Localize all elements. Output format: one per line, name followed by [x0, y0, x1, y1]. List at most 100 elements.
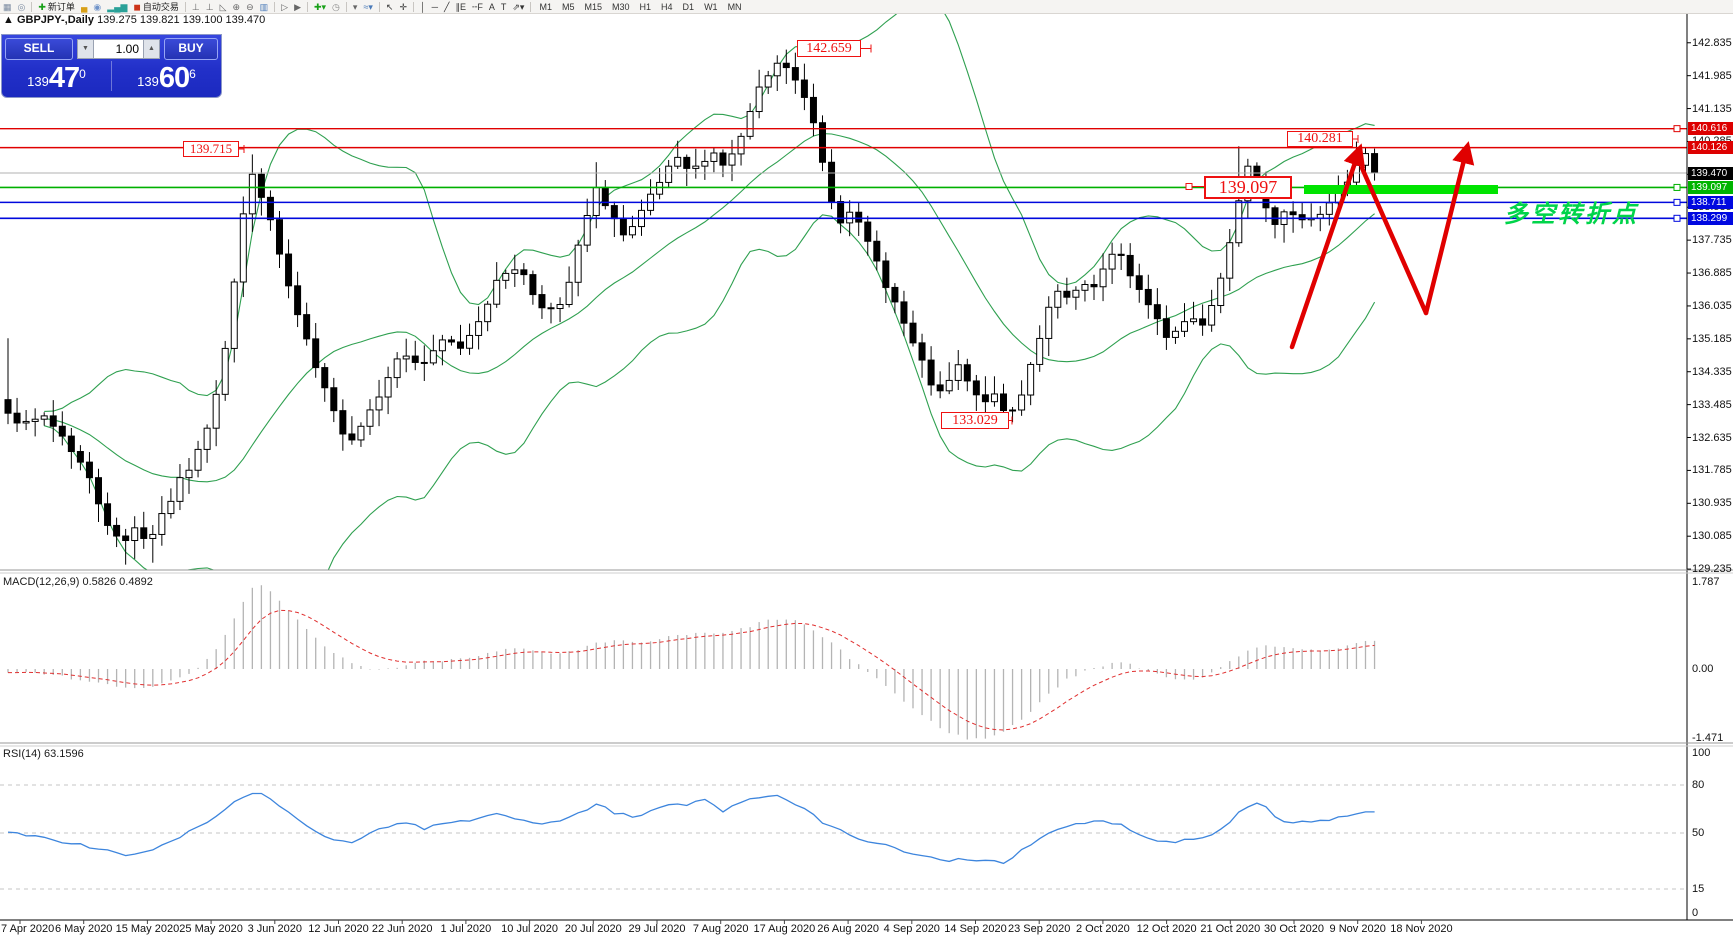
rsi-line — [7, 792, 1375, 865]
red-zigzag-arrow-2[interactable] — [1423, 141, 1475, 316]
volume-decrease-button[interactable]: ▼ — [77, 38, 94, 59]
sell-price[interactable]: 139 47 0 — [2, 59, 111, 93]
step-back-icon-glyph: ▷ — [281, 1, 289, 12]
new-order-glyph: ✚ — [38, 1, 46, 12]
indicators-list-icon[interactable]: ≈▾ — [360, 1, 375, 13]
step-back-icon[interactable]: ▷ — [278, 1, 291, 13]
timeframe-h1[interactable]: H1 — [639, 1, 652, 12]
buy-price[interactable]: 139 60 6 — [112, 59, 221, 93]
templates-menu[interactable]: ▾ — [350, 1, 361, 13]
label-glyph: T — [500, 1, 507, 12]
timeframe-m5[interactable]: M5 — [561, 1, 575, 12]
chart-window-icon[interactable]: ▦ — [0, 1, 15, 13]
date-label: 12 Jun 2020 — [308, 923, 369, 935]
text-tool[interactable]: A — [486, 1, 498, 13]
tile-windows-icon-glyph: ▥ — [259, 1, 269, 12]
zoom-in-icon[interactable]: ⊕ — [230, 1, 244, 13]
green-highlight-bar[interactable] — [1304, 185, 1498, 194]
channel-tool[interactable]: ∥E — [452, 1, 469, 13]
label-tool[interactable]: T — [498, 1, 510, 13]
step-forward-icon[interactable]: ▶ — [291, 1, 304, 13]
auto-trading-button[interactable]: ◼ 自动交易 — [130, 1, 182, 13]
red-zigzag-arrow-0[interactable] — [1289, 143, 1366, 350]
gold-icon-glyph: ▄ — [80, 1, 88, 12]
timeframe-m30[interactable]: M30 — [612, 1, 630, 12]
signal-icon[interactable]: ▂▄▆ — [104, 1, 130, 13]
vertical-line-tool[interactable]: │ — [417, 1, 429, 13]
arrows-tool[interactable]: ⇗▾ — [509, 1, 527, 13]
volume-input[interactable]: 1.00 — [94, 38, 143, 59]
price-label-box-140.281[interactable]: 140.281 — [1287, 131, 1353, 147]
top-toolbar: ▦ ◎ ✚ 新订单 ▄ ◉ ▂▄▆ ◼ 自动交易 ⊥ ⊥ ◺ ⊕ ⊖ ▥ ▷ ▶ ✚▾ ◷ ▾ ≈▾ ↖ ✛ │ ─ ╱ ∥E ╌F A… — [0, 0, 1733, 14]
toolbar-separator — [184, 1, 186, 12]
trendline-tool[interactable]: ╱ — [441, 1, 452, 13]
price-badge-139.097: 139.097 — [1688, 180, 1733, 194]
ruler-icon[interactable]: ◺ — [217, 1, 230, 13]
account-icon[interactable]: ◉ — [90, 1, 104, 13]
vertical-line-glyph: │ — [420, 1, 426, 12]
date-label: 7 Apr 2020 — [1, 923, 55, 935]
signal-icon-glyph: ▂▄▆ — [107, 1, 128, 12]
date-label: 4 Sep 2020 — [883, 923, 940, 935]
symbol-ohlc: 139.275 139.821 139.100 139.470 — [97, 14, 266, 26]
zoom-search-icon[interactable]: ◎ — [15, 1, 29, 13]
sell-price-sup: 0 — [79, 67, 86, 81]
price-tick-label: 136.885 — [1692, 267, 1732, 280]
auto-trading-button-label: 自动交易 — [142, 2, 179, 12]
sell-price-prefix: 139 — [27, 74, 49, 89]
timeframe-m1[interactable]: M1 — [539, 1, 552, 12]
price-tick-label: 133.485 — [1692, 398, 1732, 411]
price-tick-label: 142.835 — [1692, 36, 1732, 49]
rsi-indicator-label: RSI(14) 63.1596 — [3, 748, 84, 760]
price-tick-label: 130.935 — [1692, 497, 1732, 510]
date-label: 3 Jun 2020 — [247, 923, 303, 935]
zoom-in-icon-glyph: ⊕ — [232, 1, 241, 12]
period-icon[interactable]: ◷ — [329, 1, 343, 13]
price-label-box-139.097[interactable]: 139.097 — [1204, 176, 1292, 199]
collapse-arrow-icon[interactable]: ▲ — [3, 14, 14, 26]
cursor-tool[interactable]: ↖ — [383, 1, 397, 13]
sell-button[interactable]: SELL — [5, 37, 73, 60]
date-label: 2 Oct 2020 — [1075, 923, 1130, 935]
date-label: 7 Aug 2020 — [692, 923, 749, 935]
macd-axis-label: 1.787 — [1692, 576, 1720, 588]
horizontal-line-glyph: ─ — [431, 1, 439, 12]
date-label: 15 May 2020 — [115, 923, 180, 935]
add-indicator-button[interactable]: ✚▾ — [311, 1, 329, 13]
toolbar-separator — [413, 1, 414, 12]
timeframe-d1[interactable]: D1 — [682, 1, 695, 12]
auto-scroll-icon[interactable]: ⊥ — [203, 1, 217, 13]
buy-button[interactable]: BUY — [164, 37, 218, 60]
timeframe-w1[interactable]: W1 — [704, 1, 718, 12]
add-indicator-glyph: ✚▾ — [313, 1, 327, 12]
account-icon-glyph: ◉ — [93, 1, 102, 12]
bollinger-upper-band — [44, 13, 1375, 412]
timeframe-h4[interactable]: H4 — [661, 1, 673, 12]
price-label-box-142.659[interactable]: 142.659 — [797, 40, 861, 57]
red-zigzag-arrow-1[interactable] — [1359, 165, 1429, 316]
horizontal-line-tool[interactable]: ─ — [429, 1, 441, 13]
rsi-axis-label: 80 — [1692, 779, 1705, 791]
fibonacci-tool[interactable]: ╌F — [469, 1, 486, 13]
price-tick-label: 130.085 — [1692, 530, 1732, 543]
toolbar-separator — [345, 1, 347, 12]
date-label: 23 Sep 2020 — [1007, 923, 1071, 935]
gold-icon[interactable]: ▄ — [78, 1, 90, 13]
rsi-axis-label: 100 — [1692, 747, 1711, 759]
price-label-box-133.029[interactable]: 133.029 — [941, 412, 1009, 429]
volume-increase-button[interactable]: ▲ — [143, 38, 160, 59]
price-label-box-139.715[interactable]: 139.715 — [183, 141, 239, 157]
price-tick-label: 131.785 — [1692, 464, 1732, 477]
date-label: 30 Oct 2020 — [1264, 923, 1324, 935]
new-order-button[interactable]: ✚ 新订单 — [35, 1, 78, 13]
zoom-out-icon[interactable]: ⊖ — [243, 1, 257, 13]
timeframe-mn[interactable]: MN — [727, 1, 742, 12]
chart-shift-icon[interactable]: ⊥ — [189, 1, 203, 13]
crosshair-tool[interactable]: ✛ — [396, 1, 410, 13]
tile-windows-icon[interactable]: ▥ — [257, 1, 272, 13]
text-glyph: A — [488, 1, 495, 12]
cjk-annotation-text[interactable]: 多空转折点 — [1504, 200, 1639, 228]
timeframe-m15[interactable]: M15 — [584, 1, 602, 12]
indicators-list-icon-glyph: ≈▾ — [363, 1, 373, 12]
